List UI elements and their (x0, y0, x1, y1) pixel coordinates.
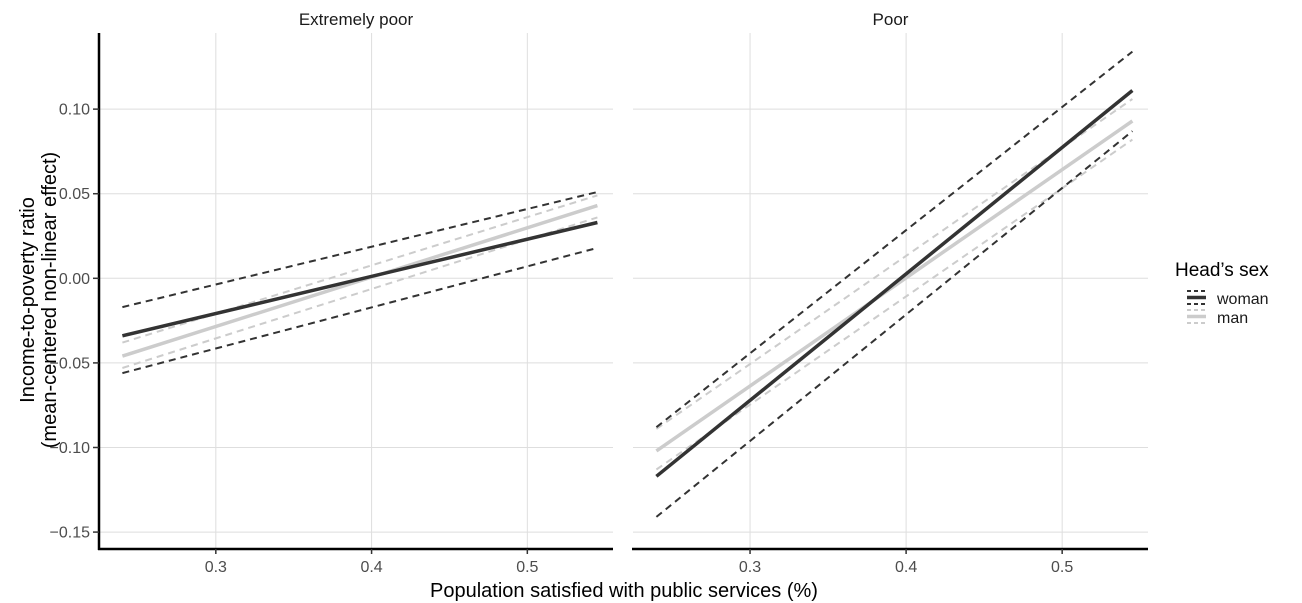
y-axis-title-line1: Income-to-poverty ratio (17, 197, 39, 403)
y-axis-title-line2: (mean-centered non-linear effect) (39, 152, 61, 448)
legend-title: Head’s sex (1175, 260, 1269, 281)
legend-label-man: man (1217, 310, 1248, 327)
series-layer (655, 50, 1134, 518)
gridlines (99, 33, 613, 549)
y-tick-label: −0.15 (50, 525, 91, 542)
panel-extremely-poor: Extremely poor (99, 10, 613, 549)
legend-key-man (1187, 309, 1206, 324)
legend-label-woman: woman (1216, 291, 1269, 308)
x-tick-label: 0.3 (205, 559, 227, 576)
x-tick-label: 0.5 (1051, 559, 1073, 576)
facet-title-extremely-poor: Extremely poor (299, 10, 414, 29)
legend: Head’s sex woman man (1175, 260, 1269, 327)
gridlines (633, 33, 1148, 549)
series-extremely-poor-woman-estimate (121, 220, 598, 338)
x-tick-label: 0.4 (360, 559, 382, 576)
axes: 0.3 0.4 0.5 0.3 0.4 0.5 −0.15 −0.10 −0.05 0.00 0.0… (50, 33, 1148, 576)
series-poor-man-estimate (655, 119, 1134, 453)
series-poor-woman-estimate (655, 89, 1134, 478)
x-axis-title: Population satisfied with public service… (430, 580, 818, 602)
y-tick-label: −0.05 (50, 355, 91, 372)
y-tick-label: 0.10 (59, 102, 90, 119)
x-tick-label: 0.3 (739, 559, 761, 576)
facet-title-poor: Poor (873, 10, 909, 29)
y-tick-label: −0.10 (50, 440, 91, 457)
series-poor-woman-ci-upper (655, 50, 1134, 428)
series-extremely-poor-woman-ci-lower (122, 246, 598, 375)
series-extremely-poor-man-ci-upper (122, 194, 598, 344)
series-layer (121, 191, 598, 375)
series-extremely-poor-woman-ci-upper (122, 191, 598, 309)
series-poor-woman-ci-lower (655, 130, 1134, 518)
y-axis-title: Income-to-poverty ratio (mean-centered n… (17, 152, 61, 448)
series-poor-man-ci-lower (655, 138, 1133, 471)
x-tick-label: 0.4 (895, 559, 917, 576)
panel-poor: Poor (633, 10, 1148, 549)
legend-key-woman (1187, 289, 1206, 306)
x-tick-label: 0.5 (516, 559, 538, 576)
y-tick-label: 0.00 (59, 271, 90, 288)
y-tick-label: 0.05 (59, 186, 90, 203)
